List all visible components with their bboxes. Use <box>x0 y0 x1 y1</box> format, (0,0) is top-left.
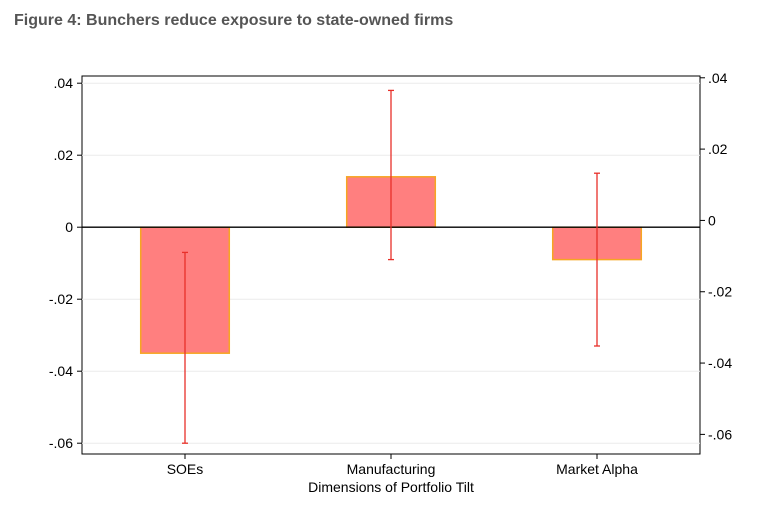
left-tick-label-2: 0 <box>65 219 73 235</box>
category-label-0: SOEs <box>167 461 204 477</box>
left-tick-label-5: -.06 <box>49 435 73 451</box>
right-tick-label-5: -.06 <box>708 426 732 442</box>
right-tick-label-2: 0 <box>708 212 716 228</box>
x-axis-label: Dimensions of Portfolio Tilt <box>308 479 474 495</box>
category-label-1: Manufacturing <box>347 461 436 477</box>
left-axis: .04 .02 0 -.02 -.04 -.06 <box>49 75 82 451</box>
right-tick-label-0: .04 <box>708 70 728 86</box>
error-bars <box>182 89 600 444</box>
right-tick-label-3: -.02 <box>708 284 732 300</box>
right-axis: .04 .02 0 -.02 -.04 -.06 <box>700 70 732 442</box>
category-labels: SOEs Manufacturing Market Alpha <box>167 454 638 477</box>
left-tick-label-1: .02 <box>54 147 74 163</box>
left-tick-label-4: -.04 <box>49 363 73 379</box>
left-tick-label-3: -.02 <box>49 291 73 307</box>
figure-title: Figure 4: Bunchers reduce exposure to st… <box>14 12 454 29</box>
category-label-2: Market Alpha <box>556 461 638 477</box>
right-tick-label-1: .02 <box>708 141 728 157</box>
left-tick-label-0: .04 <box>54 75 74 91</box>
right-tick-label-4: -.04 <box>708 355 732 371</box>
